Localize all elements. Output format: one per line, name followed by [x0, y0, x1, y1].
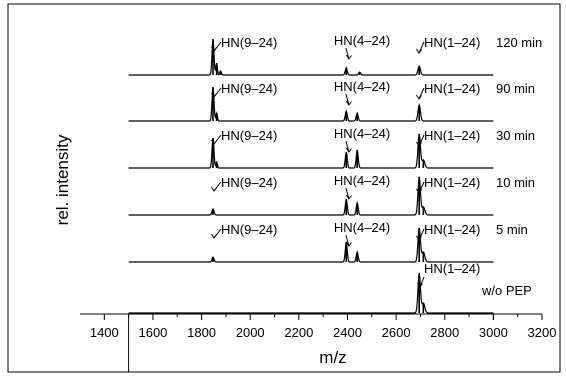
spectrum-trace: 120 min HN(9–24) HN(4–24) HN(1–24): [128, 33, 542, 76]
annotation-arrowhead: [211, 186, 217, 192]
peak-annotation: HN(1–24): [424, 128, 480, 143]
spectrum-trace: 10 min HN(9–24) HN(4–24) HN(1–24): [128, 173, 535, 216]
annotation-arrowhead: [211, 92, 217, 98]
spectrum-line: [128, 87, 494, 122]
spectrum-trace: 30 min HN(9–24) HN(4–24) HN(1–24): [128, 126, 535, 169]
x-tick-label: 1400: [90, 325, 119, 340]
annotation-arrowhead: [416, 235, 422, 241]
spectrum-trace: 5 min HN(9–24) HN(4–24) HN(1–24): [128, 220, 528, 263]
annotation-arrowhead: [345, 241, 352, 247]
annotation-arrowhead: [345, 100, 352, 106]
annotation-arrowhead: [211, 46, 217, 52]
annotation-arrowhead: [345, 54, 352, 60]
annotation-arrowhead: [417, 282, 423, 288]
x-tick-label: 1600: [138, 325, 167, 340]
x-tick-label: 3000: [479, 325, 508, 340]
annotation-arrow: [345, 47, 350, 60]
annotation-arrowhead: [211, 233, 217, 239]
annotation-arrow: [345, 140, 350, 153]
series-label: w/o PEP: [481, 283, 532, 298]
spectra-group: 120 min HN(9–24) HN(4–24) HN(1–24) 90 min HN(…: [128, 33, 542, 314]
peak-annotation: HN(4–24): [334, 220, 390, 235]
x-tick-label: 2400: [333, 325, 362, 340]
spectrum-line: [128, 176, 494, 216]
x-ticks: 1400 1600 1800 2000 2200 2400 2600 2800 3000 3200: [90, 314, 557, 372]
annotation-arrowhead: [345, 194, 352, 200]
series-label: 5 min: [496, 222, 528, 237]
annotation-arrowhead: [416, 94, 422, 100]
peak-annotation: HN(1–24): [424, 81, 480, 96]
x-tick-label: 2000: [236, 325, 265, 340]
series-label: 90 min: [496, 81, 535, 96]
x-tick-label: 2800: [430, 325, 459, 340]
series-label: 10 min: [496, 175, 535, 190]
peak-annotation: HN(4–24): [334, 33, 390, 48]
spectrum-line: [128, 272, 494, 314]
peak-annotation: HN(1–24): [424, 222, 480, 237]
x-tick-label: 2200: [284, 325, 313, 340]
spectrum-line: [128, 133, 494, 169]
spectrum-trace: 90 min HN(9–24) HN(4–24) HN(1–24): [128, 79, 535, 122]
x-tick-label: 1800: [187, 325, 216, 340]
peak-annotation: HN(4–24): [334, 79, 390, 94]
annotation-arrowhead: [211, 139, 217, 145]
annotation-arrowhead: [416, 141, 422, 147]
peak-annotation: HN(4–24): [334, 173, 390, 188]
peak-annotation: HN(1–24): [424, 35, 480, 50]
peak-annotation: HN(4–24): [334, 126, 390, 141]
peak-annotation: HN(9–24): [221, 35, 277, 50]
x-axis-label: m/z: [319, 348, 346, 367]
plot-border: [7, 3, 561, 373]
series-label: 30 min: [496, 128, 535, 143]
annotation-arrow: [345, 93, 350, 106]
spectrum-line: [128, 39, 494, 76]
peak-annotation: HN(9–24): [221, 175, 277, 190]
annotation-arrow: [345, 234, 350, 247]
annotation-arrowhead: [345, 147, 352, 153]
annotation-arrowhead: [416, 48, 422, 54]
peak-annotation: HN(1–24): [424, 261, 480, 276]
annotation-arrowhead: [416, 188, 422, 194]
x-tick-label: 2600: [382, 325, 411, 340]
peak-annotation: HN(9–24): [221, 222, 277, 237]
annotation-arrow: [345, 187, 350, 200]
peak-annotation: HN(9–24): [221, 128, 277, 143]
y-axis-label: rel. intensity: [53, 134, 72, 225]
spectrum-line: [128, 227, 494, 263]
peak-annotation: HN(9–24): [221, 81, 277, 96]
peak-annotation: HN(1–24): [424, 175, 480, 190]
series-label: 120 min: [496, 35, 542, 50]
x-tick-label: 3200: [528, 325, 557, 340]
